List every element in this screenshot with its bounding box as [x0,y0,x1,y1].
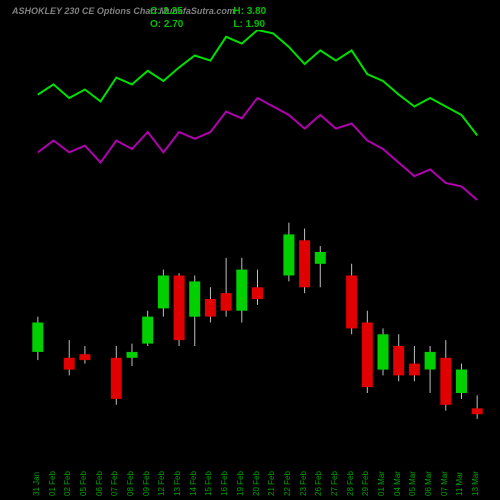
x-tick-label: 21 Feb [267,471,276,496]
x-tick-label: 11 Mar [455,472,464,496]
x-axis: 31 Jan 01 Feb 02 Feb 05 Feb 06 Feb 07 Feb 08 F… [30,440,485,500]
ohlc-readout: C: 2.25 O: 2.70 H: 3.80 L: 1.90 [150,6,266,30]
candle-body [440,358,451,405]
candle-body [189,281,200,316]
x-tick-label: 13 Mar [471,471,480,496]
x-tick-label: 19 Feb [236,471,245,496]
candle-body [127,352,138,358]
candle-body [378,334,389,369]
x-tick-label: 09 Feb [142,471,151,496]
indicator-line-2 [38,98,477,200]
x-tick-label: 28 Feb [346,471,355,496]
candle-body [174,276,185,341]
candle-body [299,240,310,287]
candle-body [221,293,232,311]
x-tick-label: 02 Feb [63,471,72,496]
x-tick-label: 07 Feb [110,471,119,496]
x-tick-label: 27 Feb [330,471,339,496]
high-value: H: 3.80 [233,6,266,17]
candle-body [205,299,216,317]
x-tick-label: 14 Feb [189,471,198,496]
candle-body [362,323,373,388]
x-tick-label: 01 Mar [377,471,386,496]
candle-body [409,364,420,376]
candle-body [111,358,122,399]
plot-area [30,30,485,440]
low-value: L: 1.90 [233,19,266,30]
x-tick-label: 15 Feb [204,471,213,496]
x-tick-label: 12 Feb [157,471,166,496]
candle-body [142,317,153,344]
candle-body [315,252,326,264]
candle-body [393,346,404,375]
x-tick-label: 01 Feb [48,471,57,496]
x-tick-label: 20 Feb [252,471,261,496]
candle-body [283,234,294,275]
candle-body [158,276,169,309]
x-tick-label: 26 Feb [314,471,323,496]
x-tick-label: 22 Feb [283,471,292,496]
x-tick-label: 08 Feb [126,471,135,496]
x-tick-label: 07 Mar [440,471,449,496]
candle-body [456,370,467,394]
indicator-line-1 [38,30,477,135]
candle-body [236,270,247,311]
x-tick-label: 04 Mar [393,471,402,496]
x-tick-label: 13 Feb [173,471,182,496]
x-tick-label: 16 Feb [220,471,229,496]
candle-body [252,287,263,299]
chart-container: ASHOKLEY 230 CE Options Chart MunafaSutr… [0,0,500,500]
x-tick-label: 05 Feb [79,471,88,496]
candle-body [346,276,357,329]
candle-body [425,352,436,370]
close-value: C: 2.25 [150,6,183,17]
x-tick-label: 31 Jan [32,472,41,496]
candle-body [32,323,43,352]
open-value: O: 2.70 [150,19,183,30]
x-tick-label: 05 Mar [408,471,417,496]
x-tick-label: 06 Feb [95,471,104,496]
candle-body [64,358,75,370]
x-tick-label: 23 Feb [299,471,308,496]
candle-body [79,354,90,360]
candle-body [472,408,483,414]
x-tick-label: 06 Mar [424,471,433,496]
x-tick-label: 29 Feb [361,471,370,496]
